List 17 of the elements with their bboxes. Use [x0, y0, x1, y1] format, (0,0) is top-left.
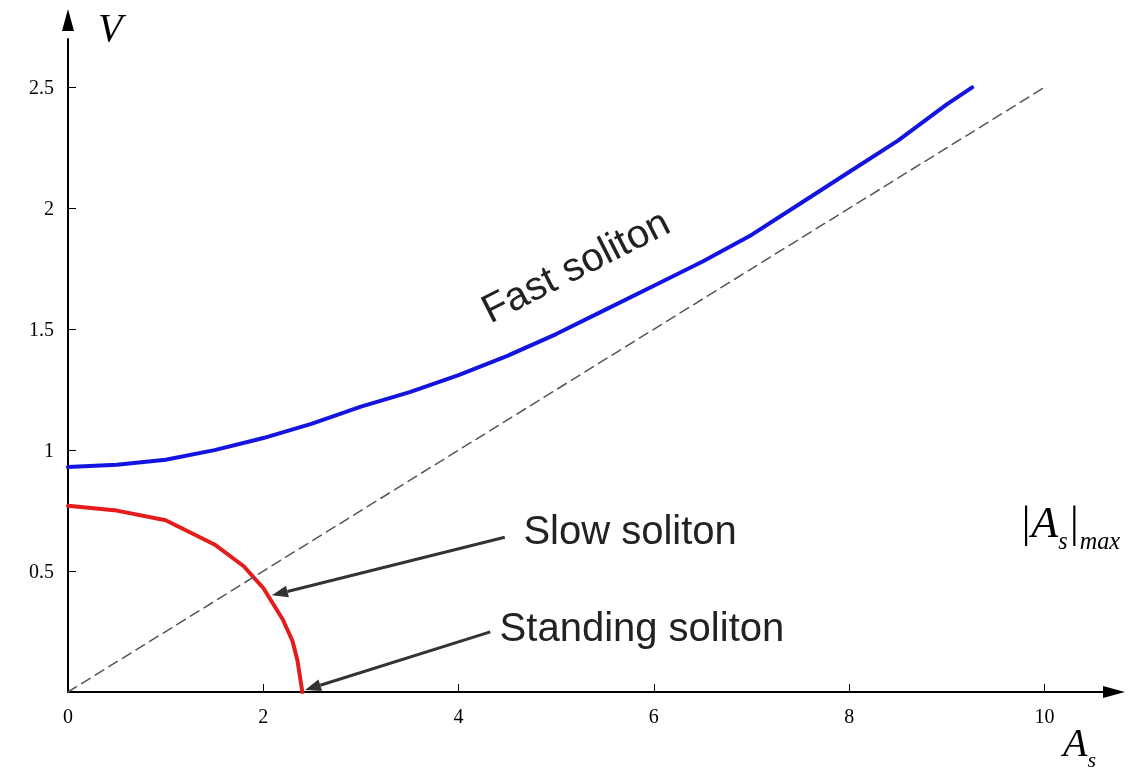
x-tick-label: 10 [1034, 705, 1055, 727]
y-tick-label: 1.5 [29, 318, 54, 341]
y-tick-label: 0.5 [29, 560, 54, 583]
annotation: Standing soliton [499, 604, 785, 649]
y-axis-title: V [98, 4, 127, 50]
y-tick-label: 2 [44, 197, 54, 220]
y-tick-label: 1 [44, 439, 54, 462]
x-tick-label: 8 [844, 705, 855, 727]
x-tick-label: 0 [63, 705, 73, 727]
x-tick-label: 4 [453, 705, 464, 727]
line-series [66, 85, 975, 470]
annotation: Slow soliton [523, 508, 737, 553]
y-tick-label: 2.5 [29, 76, 54, 99]
line-series [66, 503, 305, 694]
annotation: Fast soliton [474, 199, 677, 331]
x-tick-label: 2 [258, 705, 269, 727]
x-tick-label: 6 [648, 705, 659, 727]
